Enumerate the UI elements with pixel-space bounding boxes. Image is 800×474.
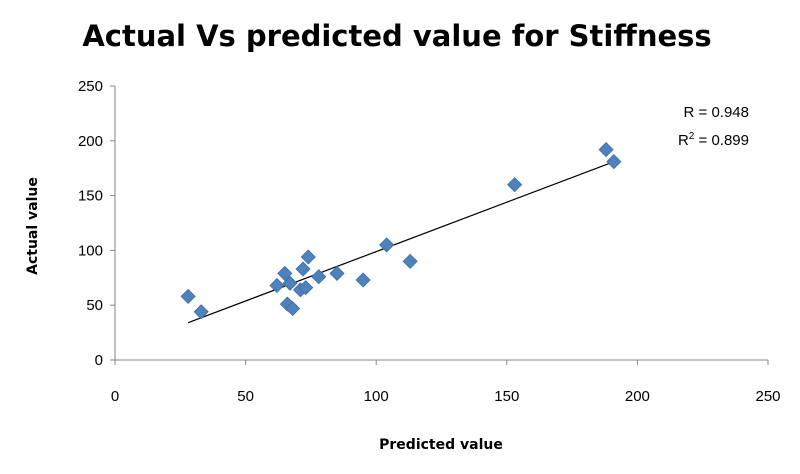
r-squared-superscript: 2	[689, 131, 695, 142]
x-tick-label: 0	[111, 388, 119, 405]
linear-trendline	[187, 162, 612, 324]
y-axis-ticks: 0 50 100 150 200 250	[78, 78, 115, 369]
data-points	[180, 142, 622, 320]
x-axis-title: Predicted value	[379, 437, 503, 453]
scatter-point	[329, 265, 345, 281]
y-tick-label: 100	[78, 242, 103, 259]
scatter-point	[193, 304, 209, 320]
r-value-label: R = 0.948	[684, 104, 749, 121]
scatter-point	[180, 288, 196, 304]
x-tick-label: 50	[237, 388, 254, 405]
scatter-point	[507, 177, 523, 193]
y-tick-label: 150	[78, 188, 103, 205]
scatter-point	[606, 154, 622, 170]
scatter-point	[311, 269, 327, 285]
scatter-point	[285, 300, 301, 317]
chart-title: Actual Vs predicted value for Stiffness	[82, 19, 711, 53]
scatter-point	[298, 280, 314, 296]
y-tick-label: 250	[78, 78, 103, 95]
scatter-point	[355, 272, 371, 288]
plot-area: 0 50 100 150 200 250 0 50 100 150 200 250	[78, 78, 781, 405]
y-axis-title: Actual value	[25, 177, 41, 275]
r-squared-prefix: R	[678, 132, 689, 149]
y-tick-label: 0	[95, 352, 103, 369]
scatter-point	[295, 261, 311, 277]
scatter-point	[402, 253, 418, 269]
x-tick-label: 150	[494, 388, 519, 405]
x-tick-label: 200	[625, 388, 650, 405]
scatter-point	[269, 277, 285, 294]
scatter-point	[379, 237, 395, 253]
scatter-point	[300, 249, 316, 265]
x-tick-label: 100	[364, 388, 389, 405]
scatter-point	[598, 142, 614, 158]
x-axis-ticks: 0 50 100 150 200 250	[111, 360, 781, 405]
y-tick-label: 50	[86, 297, 103, 314]
scatter-point	[277, 265, 293, 281]
r-squared-label: R2 = 0.899	[678, 131, 749, 149]
x-tick-label: 250	[755, 388, 780, 405]
y-tick-label: 200	[78, 133, 103, 150]
scatter-point	[282, 275, 298, 291]
r-squared-suffix: = 0.899	[694, 132, 749, 149]
